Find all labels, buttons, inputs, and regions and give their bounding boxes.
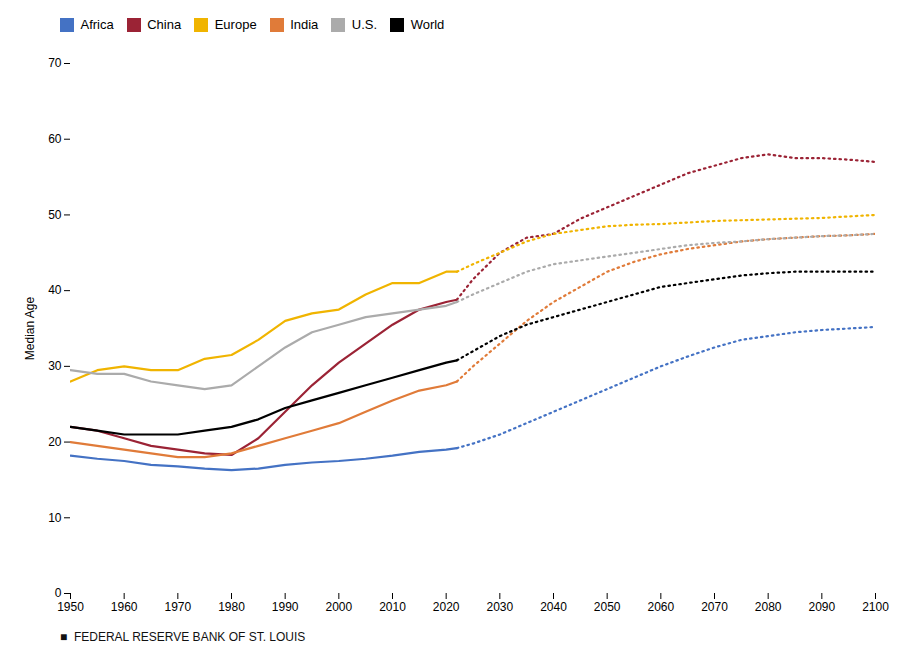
svg-text:2030: 2030 [486,600,513,614]
svg-text:2040: 2040 [540,600,567,614]
svg-text:2010: 2010 [379,600,406,614]
html-text:India: India [290,17,319,32]
svg-text:30: 30 [48,359,62,373]
svg-text:1970: 1970 [164,600,191,614]
svg-text:2090: 2090 [808,600,835,614]
svg-text:1960: 1960 [111,600,138,614]
html-text:China: China [147,17,182,32]
svg-text:2050: 2050 [594,600,621,614]
svg-text:10: 10 [48,510,62,524]
html-text:U.S.: U.S. [351,17,378,32]
svg-text:1990: 1990 [272,600,299,614]
svg-text:2000: 2000 [325,600,352,614]
html-text:Africa: Africa [80,17,114,32]
svg-text:1950: 1950 [57,600,84,614]
svg-text:1980: 1980 [218,600,245,614]
svg-text:2100: 2100 [862,600,889,614]
svg-text:50: 50 [48,207,62,221]
html-text:■ FEDERAL RESERVE BANK OF ST.: ■ FEDERAL RESERVE BANK OF ST. LOUIS [60,629,306,644]
svg-text:2070: 2070 [701,600,728,614]
svg-text:20: 20 [48,434,62,448]
svg-text:2060: 2060 [647,600,674,614]
html-text:World: World [410,17,445,32]
html-text:Europe: Europe [214,17,257,32]
svg-text:60: 60 [48,132,62,146]
svg-text:0: 0 [55,586,62,600]
svg-text:Median Age: Median Age [23,296,37,360]
svg-text:2080: 2080 [755,600,782,614]
svg-text:2020: 2020 [433,600,460,614]
svg-text:70: 70 [48,56,62,70]
svg-text:40: 40 [48,283,62,297]
